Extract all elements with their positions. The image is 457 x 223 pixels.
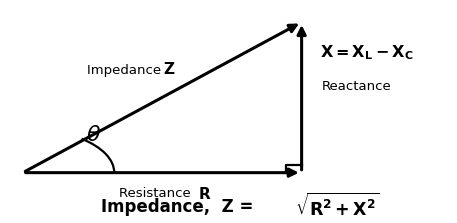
Text: Impedance,  Z =: Impedance, Z = [101,198,259,216]
Text: $\mathbf{X = X_L - X_C}$: $\mathbf{X = X_L - X_C}$ [320,44,414,62]
Text: Reactance: Reactance [322,80,392,93]
Text: Impedance: Impedance [87,64,165,77]
Text: $\sqrt{\mathbf{R^2 + X^2}}$: $\sqrt{\mathbf{R^2 + X^2}}$ [295,192,379,219]
Text: θ: θ [87,125,101,145]
Text: R: R [199,187,211,202]
Text: Z: Z [164,62,175,77]
Text: Resistance: Resistance [119,187,195,200]
